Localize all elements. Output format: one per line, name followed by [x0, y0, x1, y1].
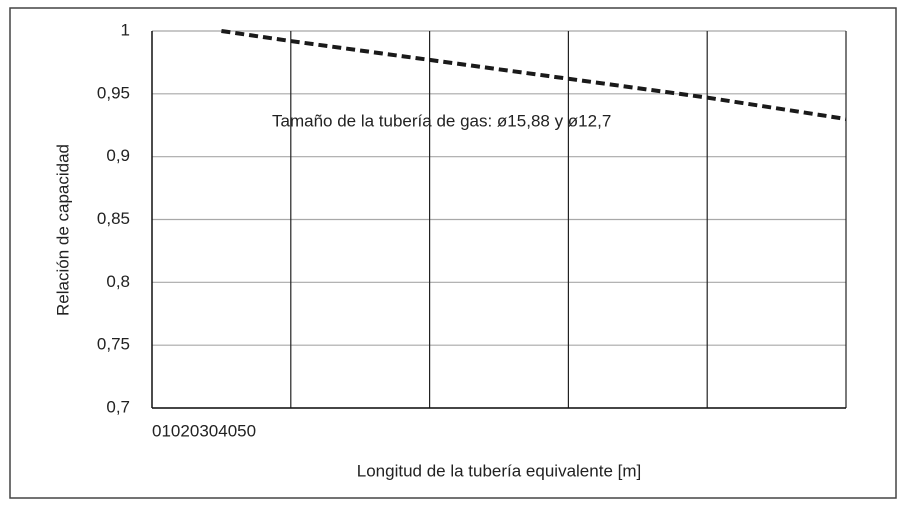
y-tick-label: 0,85: [97, 209, 130, 228]
y-tick-label: 1: [121, 20, 130, 39]
data-line: [221, 29, 847, 121]
x-tick-label: 20: [180, 421, 199, 440]
chart-frame: [9, 7, 897, 499]
x-axis-title: Longitud de la tubería equivalente [m]: [357, 461, 641, 480]
x-tick-label: 50: [237, 421, 256, 440]
y-tick-label: 0,8: [106, 272, 130, 291]
x-tick-label: 0: [152, 421, 161, 440]
x-tick-label: 10: [161, 421, 180, 440]
annotation: Tamaño de la tubería de gas: ø15,88 y ø1…: [272, 111, 611, 130]
y-tick-label: 0,75: [97, 335, 130, 354]
y-axis-title: Relación de capacidad: [53, 144, 72, 316]
y-tick-label: 0,7: [106, 397, 130, 416]
x-tick-label: 30: [199, 421, 218, 440]
y-tick-label: 0,9: [106, 146, 130, 165]
x-tick-label: 40: [218, 421, 237, 440]
y-tick-label: 0,95: [97, 83, 130, 102]
